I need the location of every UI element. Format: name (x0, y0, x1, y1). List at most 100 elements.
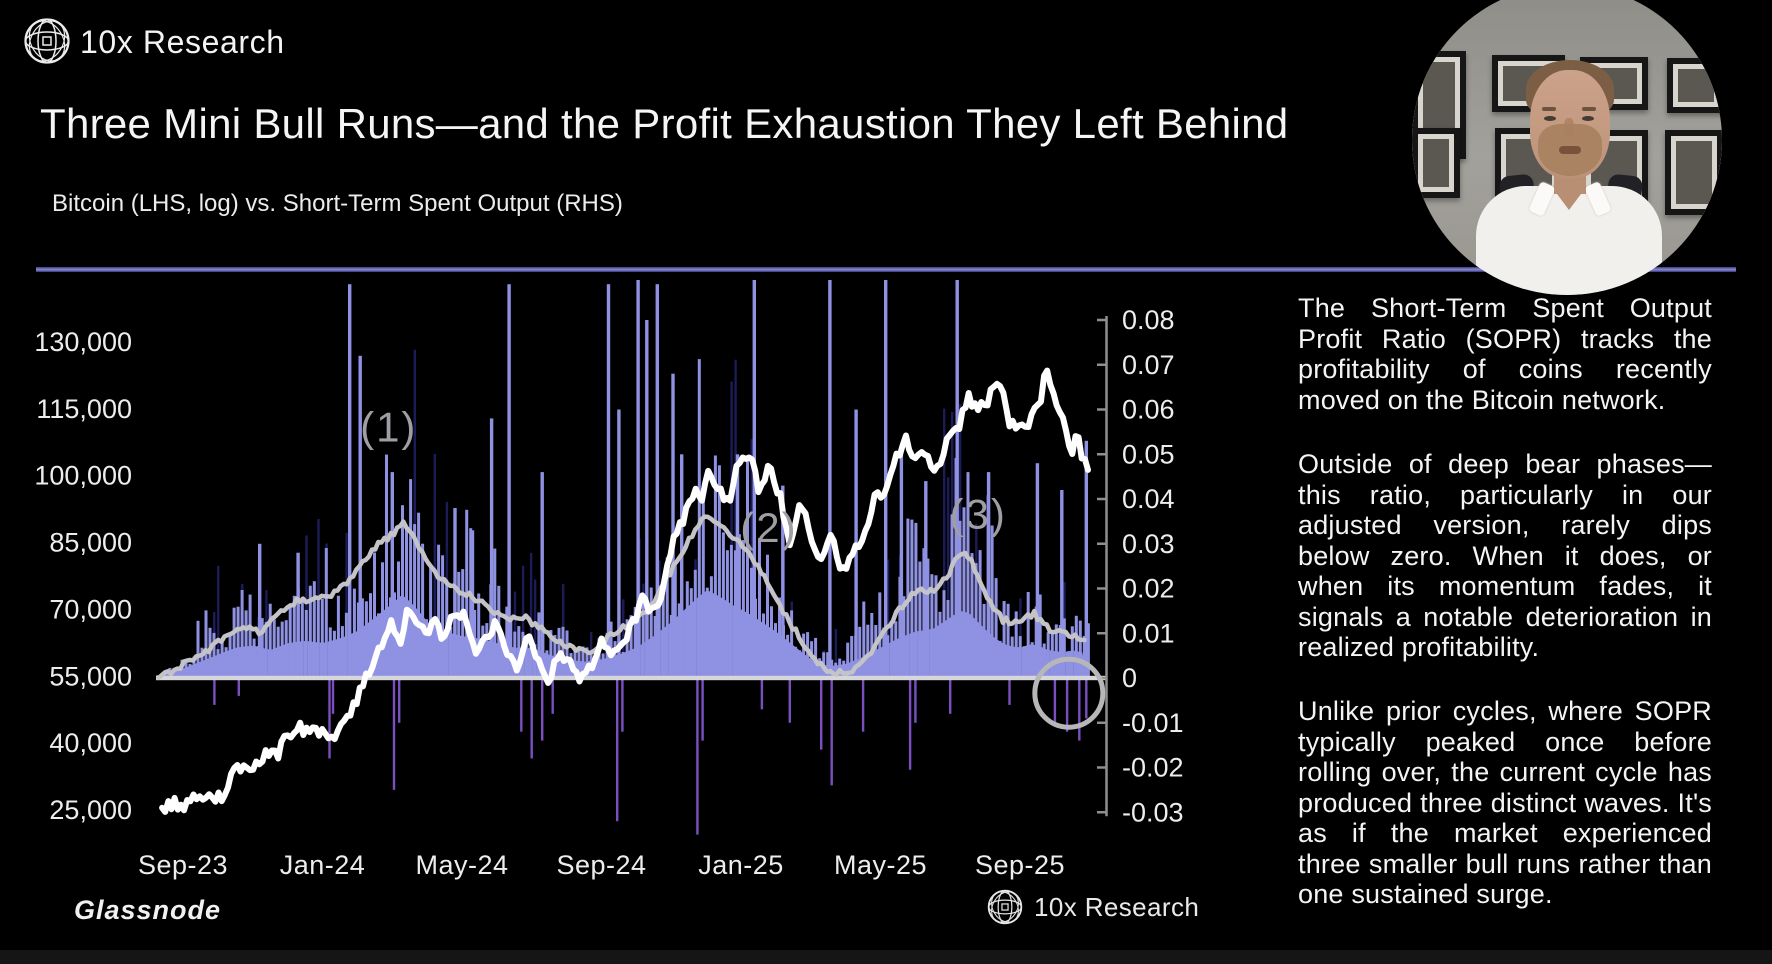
sopr-bar (1014, 611, 1018, 678)
sopr-spike-bar (489, 418, 494, 678)
sopr-bar (1062, 618, 1066, 678)
sopr-spike-bar (540, 472, 544, 678)
wave-annotation: (2) (740, 504, 797, 551)
sopr-bar (356, 602, 360, 678)
sopr-bar (505, 606, 509, 678)
sopr-bar (850, 636, 854, 678)
sopr-bar (998, 640, 1002, 678)
sopr-bar (621, 652, 625, 678)
lhs-tick-label: 115,000 (36, 394, 132, 424)
sopr-negative-bar (616, 678, 619, 822)
sopr-bar (766, 554, 769, 678)
sopr-bar (1066, 651, 1070, 678)
sopr-bar (982, 603, 986, 678)
sopr-bar (244, 610, 248, 678)
sopr-bar (553, 635, 557, 678)
sopr-bar (886, 635, 890, 678)
sopr-bar (974, 563, 978, 678)
sopr-bar (200, 647, 204, 678)
sopr-bar (1038, 594, 1042, 678)
sopr-negative-bar (914, 678, 917, 723)
sopr-bar (236, 606, 240, 678)
sopr-bar (810, 641, 814, 678)
sopr-negative-bar (621, 678, 624, 732)
sopr-bar (529, 647, 533, 678)
sopr-bar-wick (730, 381, 733, 678)
sopr-bar (802, 633, 806, 678)
sopr-negative-bar (213, 678, 216, 705)
sopr-bar-wick (734, 359, 737, 678)
sopr-bar (1046, 632, 1050, 678)
sopr-negative-bar (760, 678, 764, 710)
sopr-spike-bar (671, 373, 675, 678)
wave-annotation: (1) (360, 403, 417, 450)
sopr-bar (220, 641, 224, 678)
lhs-tick-label: 85,000 (49, 528, 132, 558)
sopr-spike-bar (828, 280, 832, 678)
rhs-tick-label: 0 (1122, 663, 1137, 693)
sopr-bar (369, 593, 372, 678)
zero-line (156, 675, 1106, 681)
sopr-bar (517, 626, 521, 678)
sopr-bar (665, 557, 669, 678)
sopr-bar (1026, 592, 1030, 678)
sopr-bar-wick (834, 629, 838, 678)
sopr-bar (978, 550, 982, 678)
sopr-spike-bar (986, 472, 991, 678)
sopr-bar (457, 571, 461, 678)
sopr-bar (649, 587, 653, 678)
sopr-bar (601, 653, 605, 678)
sopr-bar (188, 663, 192, 678)
sopr-bar (697, 359, 701, 678)
sopr-bar (320, 598, 324, 678)
sopr-bar (252, 638, 256, 678)
rhs-tick-label: -0.01 (1122, 708, 1184, 738)
sopr-bar (842, 660, 846, 678)
sopr-negative-bar (551, 678, 554, 714)
sopr-negative-bar (1053, 678, 1057, 723)
sopr-bar (360, 598, 364, 678)
sopr-bar (673, 562, 677, 678)
sopr-spike-bar (296, 552, 300, 678)
sopr-bar (196, 620, 200, 678)
watermark: 10x Research (986, 888, 1199, 926)
sopr-negative-bar (701, 678, 704, 741)
sopr-bar (685, 581, 689, 678)
sopr-bar (421, 543, 425, 678)
commentary-paragraph: Unlike prior cycles, where SOPR typicall… (1298, 696, 1712, 909)
sopr-spike-bar (1084, 440, 1088, 678)
person-mouth (1559, 146, 1581, 154)
sopr-bar (1006, 603, 1010, 678)
sopr-negative-bar (530, 678, 533, 759)
sopr-negative-bar (1065, 678, 1069, 732)
sopr-bar (629, 615, 633, 678)
sopr-bar (717, 465, 721, 678)
sopr-bar (741, 540, 745, 678)
sopr-bar (705, 587, 709, 678)
sopr-spike-bar (606, 284, 611, 678)
sopr-bar-wick (345, 532, 348, 678)
sopr-bar (461, 569, 465, 678)
sopr-bar (862, 601, 866, 678)
sopr-bar (750, 567, 753, 678)
sopr-bar (292, 595, 296, 678)
sopr-bar (216, 649, 220, 678)
sopr-bar (846, 642, 850, 678)
sopr-bar (746, 456, 749, 678)
sopr-bar (926, 558, 930, 678)
sopr-spike-bar (899, 445, 904, 678)
sopr-bar (774, 623, 777, 678)
sopr-bar (228, 633, 232, 678)
sopr-bar (902, 596, 906, 678)
sopr-spike-bar (645, 320, 649, 678)
sopr-bar (549, 630, 553, 678)
sopr-bar (176, 667, 180, 678)
x-tick-label: Sep-25 (975, 850, 1065, 880)
sopr-bar (441, 555, 445, 678)
sopr-spike-bar (348, 284, 352, 678)
sopr-bar (958, 520, 962, 678)
sopr-bar (778, 597, 781, 678)
sopr-bar (577, 649, 581, 678)
sopr-bar (725, 550, 729, 678)
